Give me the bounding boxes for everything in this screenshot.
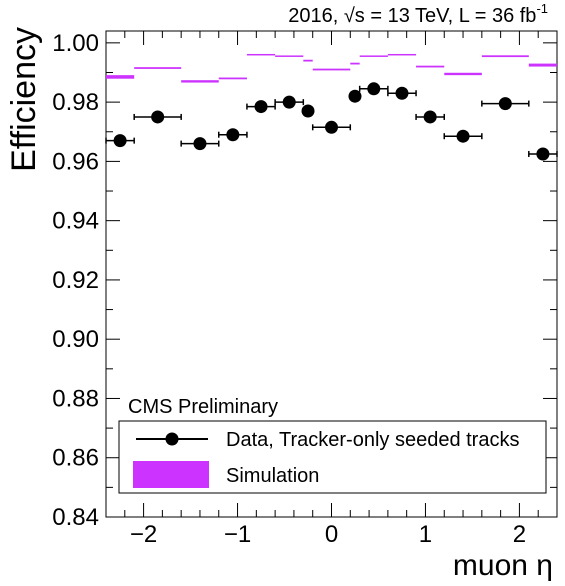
y-axis-label: Efficiency	[5, 27, 43, 172]
data-point	[226, 128, 240, 142]
sim-bin	[350, 62, 360, 65]
legend-sim-swatch	[133, 461, 209, 488]
data-point	[498, 97, 512, 111]
legend: Data, Tracker-only seeded tracks Simulat…	[118, 420, 547, 494]
y-tick-label: 0.96	[52, 148, 99, 175]
sim-bin	[312, 68, 351, 71]
sim-bin	[359, 55, 388, 57]
sim-bin	[246, 53, 276, 56]
x-axis-ticks: −2 −1 0 1 2	[105, 31, 558, 548]
y-tick-label: 0.86	[52, 445, 99, 472]
y-tick-label: 0.92	[52, 267, 99, 294]
chart-header: 2016, √s = 13 TeV, L = 36 fb-1	[288, 1, 548, 27]
sim-bin	[275, 55, 304, 57]
data-point	[367, 82, 381, 96]
data-point	[395, 86, 409, 100]
y-tick-label: 1.00	[52, 30, 99, 57]
data-point	[254, 100, 268, 114]
sim-bin	[181, 80, 219, 83]
sim-bin	[528, 63, 557, 67]
data-point	[325, 120, 338, 134]
x-tick-label: 0	[325, 521, 338, 548]
y-axis-ticks: 0.84 0.86 0.88 0.90 0.92 0.94 0.96 0.98 1.00	[52, 30, 557, 531]
data-point	[456, 129, 470, 143]
sim-bin	[387, 53, 417, 56]
x-axis-label: muon η	[453, 549, 553, 582]
y-tick-label: 0.94	[52, 208, 99, 235]
experiment-label: CMS Preliminary	[128, 396, 278, 418]
header-text: 2016, √s = 13 TeV, L = 36 fb	[288, 5, 536, 27]
header-superscript: -1	[536, 1, 548, 16]
x-tick-label: −1	[224, 521, 251, 548]
y-tick-label: 0.84	[52, 504, 99, 531]
data-series	[105, 82, 558, 161]
data-point	[282, 95, 296, 109]
data-point	[536, 147, 550, 161]
data-point	[193, 137, 207, 151]
legend-data-marker	[165, 432, 179, 446]
data-point	[348, 89, 362, 103]
x-tick-label: 1	[419, 521, 432, 548]
sim-bin	[303, 59, 313, 62]
legend-data-label: Data, Tracker-only seeded tracks	[226, 429, 519, 451]
legend-sim-label: Simulation	[226, 465, 319, 487]
y-tick-label: 0.88	[52, 385, 99, 412]
sim-bin	[481, 55, 529, 58]
sim-bin	[134, 67, 182, 69]
data-point	[113, 134, 127, 148]
sim-bin	[416, 65, 445, 68]
data-point	[301, 104, 315, 118]
sim-bin	[218, 77, 247, 80]
y-tick-label: 0.98	[52, 89, 99, 116]
sim-bin	[106, 75, 135, 79]
x-tick-label: 2	[513, 521, 526, 548]
sim-bin	[444, 72, 482, 76]
simulation-series	[106, 53, 557, 83]
data-point	[423, 110, 437, 124]
data-point	[151, 110, 165, 124]
y-tick-label: 0.90	[52, 326, 99, 353]
x-tick-label: −2	[130, 521, 157, 548]
